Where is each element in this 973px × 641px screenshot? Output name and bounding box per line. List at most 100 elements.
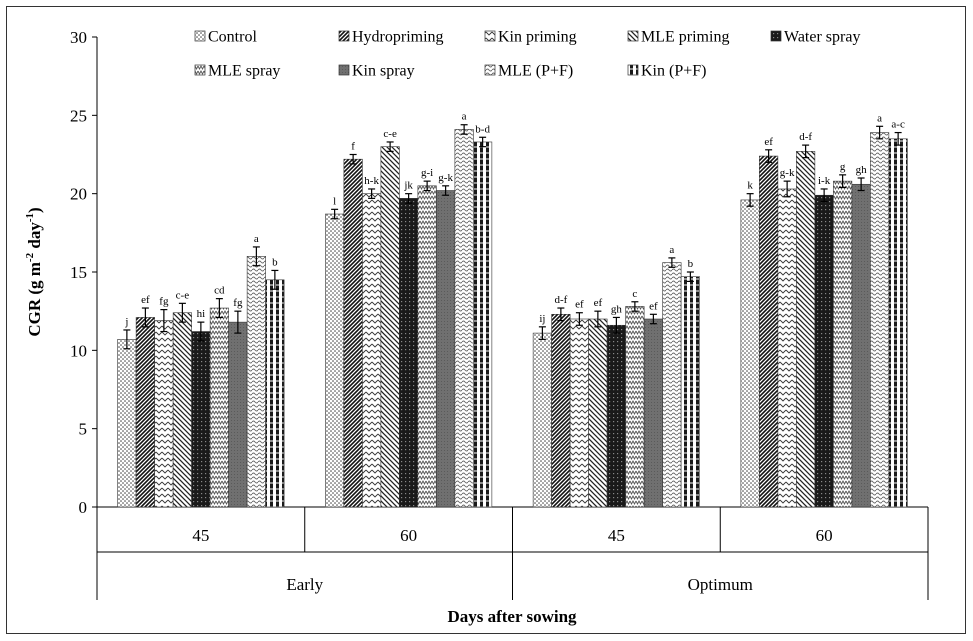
significance-letter: ij: [539, 313, 545, 325]
bar: [191, 331, 211, 508]
y-tick-label: 20: [70, 185, 87, 204]
significance-letter: fg: [233, 297, 243, 309]
bar: [454, 129, 474, 508]
bar: [172, 312, 192, 508]
ylabel-main: CGR (g m: [25, 262, 44, 337]
legend-label: Hydropriming: [352, 29, 444, 46]
bar: [833, 180, 853, 508]
significance-letter: g-k: [438, 172, 453, 184]
significance-letter: b: [272, 256, 278, 268]
bar: [551, 313, 571, 508]
svg-text:CGR (g m-2 day-1): CGR (g m-2 day-1): [24, 207, 44, 336]
bar: [209, 307, 229, 508]
y-tick-label: 15: [70, 263, 87, 282]
legend-swatch: [338, 64, 350, 76]
significance-letter: c: [632, 288, 637, 300]
bar: [759, 155, 779, 508]
significance-letter: h-k: [364, 175, 379, 187]
significance-letter: ef: [764, 136, 773, 148]
legend-label: Kin spray: [352, 63, 415, 80]
bar: [662, 262, 682, 508]
y-tick-label: 5: [79, 420, 88, 439]
x-axis-title: Days after sowing: [447, 607, 577, 626]
bar: [814, 194, 834, 508]
ylabel-sup1: -2: [24, 252, 36, 262]
legend-swatch: [484, 30, 496, 42]
legend-label: MLE priming: [641, 29, 729, 46]
bar: [362, 193, 382, 508]
legend-label: MLE spray: [208, 63, 280, 80]
significance-letter: i-k: [818, 175, 831, 187]
bar: [625, 306, 645, 508]
legend-label: MLE (P+F): [498, 63, 573, 80]
ylabel-sup2: -1: [24, 213, 36, 222]
bar: [380, 146, 400, 508]
significance-letter: jk: [403, 180, 413, 192]
x-category-label: 60: [400, 526, 417, 545]
bar: [643, 318, 663, 508]
bar: [796, 151, 816, 508]
bar: [135, 317, 155, 508]
legend-label: Kin (P+F): [641, 63, 706, 80]
bar: [343, 158, 363, 508]
x-category-label: 45: [192, 526, 209, 545]
significance-letter: f: [351, 141, 355, 153]
significance-letter: k: [747, 180, 753, 192]
legend-label: Kin priming: [498, 29, 577, 46]
bar: [228, 321, 248, 508]
bar: [888, 138, 908, 508]
bar: [870, 132, 890, 508]
x-group-label: Early: [286, 575, 323, 594]
ylabel-end: ): [25, 207, 44, 213]
significance-letter: l: [333, 195, 336, 207]
y-tick-label: 10: [70, 341, 87, 360]
legend-label: Water spray: [784, 29, 860, 46]
bar: [473, 141, 493, 508]
significance-letter: g-i: [421, 167, 433, 179]
legend-swatch: [770, 30, 782, 42]
significance-letter: g-k: [780, 167, 795, 179]
bar: [246, 256, 266, 508]
bar: [532, 332, 552, 508]
bar: [680, 276, 700, 508]
significance-letter: g: [840, 161, 846, 173]
legend-swatch: [484, 64, 496, 76]
x-category-label: 60: [816, 526, 833, 545]
significance-letter: j: [124, 316, 128, 328]
bar: [777, 188, 797, 508]
x-group-label: Optimum: [688, 575, 753, 594]
significance-letter: a-c: [891, 119, 905, 131]
significance-letter: a: [462, 111, 467, 123]
bar: [436, 190, 456, 508]
legend-swatch: [194, 64, 206, 76]
significance-letter: ef: [649, 300, 658, 312]
legend-label: Control: [208, 29, 257, 46]
significance-letter: ef: [575, 299, 584, 311]
significance-letter: cd: [214, 285, 225, 297]
significance-letter: d-f: [799, 131, 812, 143]
significance-letter: c-e: [176, 289, 190, 301]
y-tick-label: 30: [70, 28, 87, 47]
bar: [154, 320, 174, 508]
significance-letter: d-f: [554, 294, 567, 306]
bar: [325, 213, 345, 508]
significance-letter: gh: [856, 164, 868, 176]
significance-letter: a: [877, 112, 882, 124]
bar: [569, 318, 589, 508]
bar: [265, 279, 285, 508]
bar: [417, 185, 437, 508]
ylabel-mid: day: [25, 222, 44, 253]
significance-letter: hi: [197, 308, 206, 320]
bar: [117, 339, 137, 508]
y-axis-title: CGR (g m-2 day-1): [24, 207, 44, 336]
legend-swatch: [627, 30, 639, 42]
significance-letter: b-d: [475, 123, 490, 135]
significance-letter: gh: [611, 303, 623, 315]
legend-swatch: [194, 30, 206, 42]
significance-letter: ef: [594, 297, 603, 309]
significance-letter: b: [688, 258, 694, 270]
significance-letter: ef: [141, 294, 150, 306]
legend-swatch: [338, 30, 350, 42]
legend-swatch: [627, 64, 639, 76]
